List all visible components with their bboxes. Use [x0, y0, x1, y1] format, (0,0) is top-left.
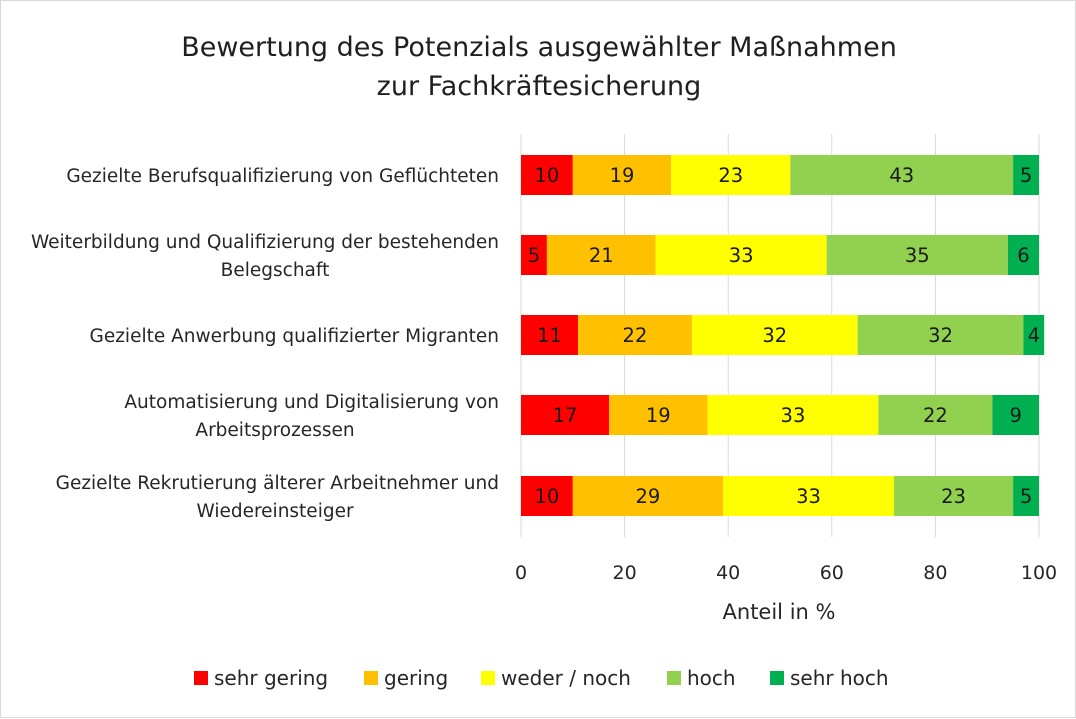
category-label-2-line-2: Belegschaft — [221, 260, 330, 281]
legend-label-3: weder / noch — [501, 666, 631, 690]
data-label-5-3: 33 — [796, 485, 821, 508]
bar-1-gering — [572, 155, 672, 195]
data-label-2-2: 21 — [589, 244, 614, 267]
chart-title: Bewertung des Potenzials ausgewählter Ma… — [181, 32, 897, 102]
legend-label-5: sehr hoch — [790, 666, 889, 690]
bar-1-weder-noch — [671, 155, 791, 195]
data-label-5-5: 5 — [1020, 485, 1032, 508]
x-tick-label-60: 60 — [820, 562, 844, 584]
data-label-1-5: 5 — [1020, 164, 1032, 187]
x-axis-ticks: 0 20 40 60 80 100 — [515, 562, 1057, 584]
data-label-3-3: 32 — [762, 324, 787, 347]
category-label-4-line-2: Arbeitsprozessen — [195, 420, 354, 441]
x-tick-label-80: 80 — [923, 562, 947, 584]
bar-2-sehr-gering — [521, 235, 547, 275]
data-label-1-2: 19 — [610, 164, 635, 187]
data-label-4-4: 22 — [923, 404, 948, 427]
x-tick-label-20: 20 — [613, 562, 637, 584]
bar-1-sehr-hoch — [1013, 155, 1039, 195]
x-axis-title: Anteil in % — [723, 600, 836, 624]
bar-5-hoch — [893, 476, 1014, 516]
legend-swatch-4 — [667, 671, 681, 685]
bar-2-gering — [546, 235, 656, 275]
bar-5-gering — [572, 476, 724, 516]
data-label-5-1: 10 — [534, 485, 559, 508]
data-label-2-5: 6 — [1017, 244, 1029, 267]
bar-2-weder-noch — [655, 235, 827, 275]
bar-4-sehr-gering — [521, 395, 610, 435]
bar-5-weder-noch — [723, 476, 894, 516]
data-labels: 10 19 23 43 5 5 21 33 35 6 11 22 32 32 4 17 19 33 22 9 10 29 3… — [528, 164, 1040, 508]
category-labels: Gezielte Berufsqualifizierung von Geflüc… — [31, 166, 499, 522]
data-label-3-4: 32 — [928, 324, 953, 347]
category-label-3-line-1: Gezielte Anwerbung qualifizierter Migran… — [90, 326, 500, 347]
data-label-1-3: 23 — [718, 164, 743, 187]
data-label-5-2: 29 — [635, 485, 660, 508]
legend-swatch-1 — [194, 671, 208, 685]
legend-label-2: gering — [384, 666, 448, 690]
data-label-3-2: 22 — [623, 324, 648, 347]
bars — [521, 155, 1045, 516]
bar-5-sehr-hoch — [1013, 476, 1039, 516]
bar-2-sehr-hoch — [1007, 235, 1039, 275]
bar-1-hoch — [790, 155, 1014, 195]
category-label-4-line-1: Automatisierung und Digitalisierung von — [124, 392, 499, 413]
data-label-1-1: 10 — [534, 164, 559, 187]
data-label-3-5: 4 — [1028, 324, 1040, 347]
bar-4-gering — [609, 395, 708, 435]
bar-3-weder-noch — [691, 315, 858, 355]
legend-swatch-5 — [770, 671, 784, 685]
bar-5-sehr-gering — [521, 476, 573, 516]
category-label-2-line-1: Weiterbildung und Qualifizierung der bes… — [31, 232, 499, 253]
bar-3-sehr-gering — [521, 315, 578, 355]
data-label-5-4: 23 — [941, 485, 966, 508]
data-label-4-1: 17 — [553, 404, 578, 427]
bar-4-hoch — [878, 395, 993, 435]
bar-1-sehr-gering — [521, 155, 573, 195]
x-tick-label-100: 100 — [1021, 562, 1057, 584]
data-label-2-3: 33 — [729, 244, 754, 267]
legend-swatch-2 — [364, 671, 378, 685]
bar-3-sehr-hoch — [1023, 315, 1045, 355]
category-label-5-line-2: Wiedereinsteiger — [196, 501, 354, 522]
bar-4-sehr-hoch — [992, 395, 1039, 435]
category-label-1-line-1: Gezielte Berufsqualifizierung von Geflüc… — [66, 166, 499, 187]
x-tick-label-0: 0 — [515, 562, 527, 584]
chart-title-line-1: Bewertung des Potenzials ausgewählter Ma… — [181, 32, 897, 63]
legend-label-4: hoch — [687, 666, 736, 690]
data-label-4-3: 33 — [781, 404, 806, 427]
legend-label-1: sehr gering — [214, 666, 328, 690]
chart-title-line-2: zur Fachkräftesicherung — [377, 71, 702, 102]
data-label-2-1: 5 — [528, 244, 540, 267]
bar-3-hoch — [857, 315, 1024, 355]
data-label-2-4: 35 — [905, 244, 930, 267]
legend-swatch-3 — [481, 671, 495, 685]
data-label-4-5: 9 — [1009, 404, 1021, 427]
data-label-3-1: 11 — [537, 324, 562, 347]
bar-4-weder-noch — [707, 395, 879, 435]
legend: sehr gering gering weder / noch hoch sehr ho… — [194, 666, 889, 690]
x-tick-label-40: 40 — [716, 562, 740, 584]
bar-3-gering — [577, 315, 692, 355]
data-label-1-4: 43 — [889, 164, 914, 187]
category-label-5-line-1: Gezielte Rekrutierung älterer Arbeitnehm… — [56, 473, 499, 494]
bar-2-hoch — [826, 235, 1008, 275]
data-label-4-2: 19 — [646, 404, 671, 427]
